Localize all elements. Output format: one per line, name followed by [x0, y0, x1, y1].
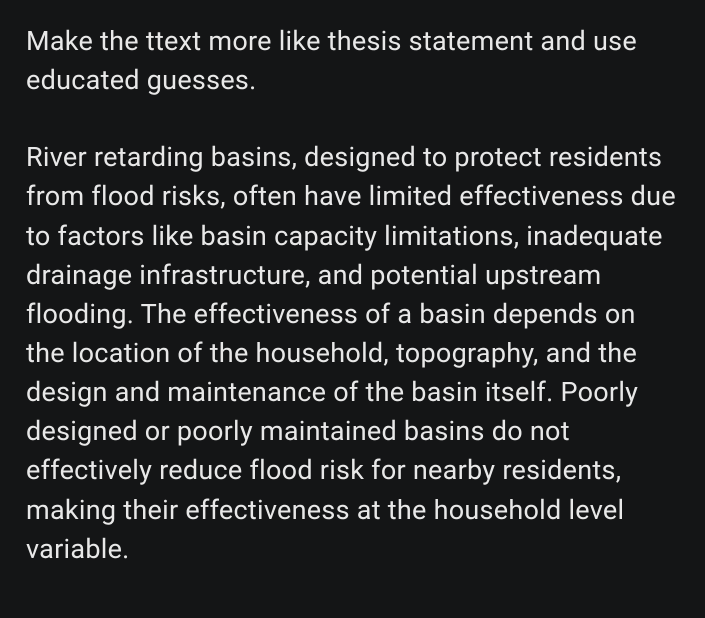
- message-text-block: Make the ttext more like thesis statemen…: [26, 22, 679, 569]
- body-paragraph: River retarding basins, designed to prot…: [26, 138, 679, 569]
- instruction-paragraph: Make the ttext more like thesis statemen…: [26, 22, 679, 100]
